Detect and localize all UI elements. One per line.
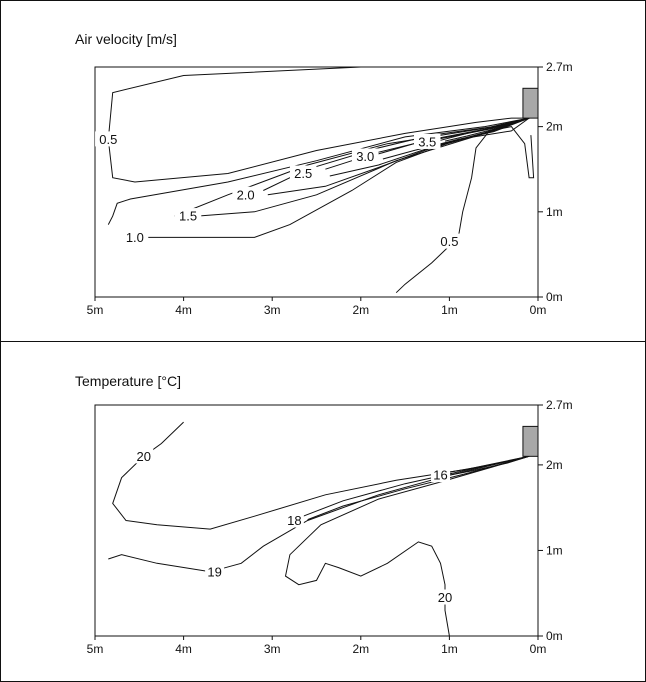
plot-area xyxy=(94,66,539,298)
chart-title: Temperature [°C] xyxy=(75,373,181,389)
contour-label: 2.5 xyxy=(294,166,312,181)
contour-label-bg xyxy=(205,563,225,579)
y-tick-label: 1m xyxy=(546,205,563,219)
contour-label-bg xyxy=(435,589,455,605)
contour-label-bg xyxy=(414,133,441,149)
contour-label: 20 xyxy=(438,590,452,605)
air-outlet xyxy=(522,87,539,119)
contour-label-bg xyxy=(436,233,463,249)
y-tick-label: 2.7m xyxy=(546,398,573,412)
contour-label-bg xyxy=(174,208,202,224)
contour-label: 0.5 xyxy=(99,132,117,147)
x-tick-label: 2m xyxy=(352,642,369,656)
contour-line xyxy=(174,117,530,217)
x-tick-label: 0m xyxy=(530,642,547,656)
y-tick-label: 2m xyxy=(546,458,563,472)
contour-line xyxy=(107,66,530,183)
x-tick-label: 4m xyxy=(175,303,192,317)
x-tick-label: 4m xyxy=(175,642,192,656)
contour-label-bg xyxy=(232,186,259,202)
x-tick-label: 1m xyxy=(441,642,458,656)
chart-title: Air velocity [m/s] xyxy=(75,31,177,47)
contour-label-bg xyxy=(431,467,451,483)
x-tick-label: 2m xyxy=(352,303,369,317)
panel-air-velocity: Air velocity [m/s] 0.5 0.5 1.0 1.5 2.0 2.5 3.0… xyxy=(0,0,646,342)
x-tick-label: 3m xyxy=(264,642,281,656)
y-tick-label: 2.7m xyxy=(546,60,573,74)
contour-line xyxy=(108,455,530,573)
contour-label: 3.5 xyxy=(418,134,436,149)
contour-label: 16 xyxy=(433,468,447,483)
x-tick-label: 0m xyxy=(530,303,547,317)
contour-label-bg xyxy=(95,131,122,147)
x-tick-label: 3m xyxy=(264,303,281,317)
contour-line xyxy=(284,455,530,637)
contour-label: 2.0 xyxy=(237,187,255,202)
x-tick-label: 5m xyxy=(87,303,104,317)
x-tick-label: 5m xyxy=(87,642,104,656)
plot-area xyxy=(94,404,539,637)
contour-label: 19 xyxy=(207,564,221,579)
contour-line xyxy=(107,117,530,238)
contour-label-bg xyxy=(289,165,317,181)
y-tick-label: 1m xyxy=(546,543,563,557)
contour-label-bg xyxy=(284,512,304,528)
contour-label: 3.0 xyxy=(356,149,374,164)
x-tick-label: 1m xyxy=(441,303,458,317)
contour-line xyxy=(395,126,535,294)
contour-label-bg xyxy=(351,148,379,164)
contour-line xyxy=(112,421,530,530)
panel-temperature: Temperature [°C] 20 20 19 18 16 5m 4m 3m 2m 1m 0m0… xyxy=(0,341,646,682)
y-tick-label: 0m xyxy=(546,290,563,304)
contour-label-bg xyxy=(121,229,149,245)
contour-label: 1.5 xyxy=(179,209,197,224)
contour-label: 0.5 xyxy=(440,234,458,249)
y-tick-label: 2m xyxy=(546,120,563,134)
contour-label: 18 xyxy=(287,513,301,528)
contour-label: 20 xyxy=(136,449,150,464)
y-tick-label: 0m xyxy=(546,629,563,643)
air-outlet xyxy=(522,425,539,457)
contour-label: 1.0 xyxy=(126,230,144,245)
contour-label-bg xyxy=(134,448,154,464)
